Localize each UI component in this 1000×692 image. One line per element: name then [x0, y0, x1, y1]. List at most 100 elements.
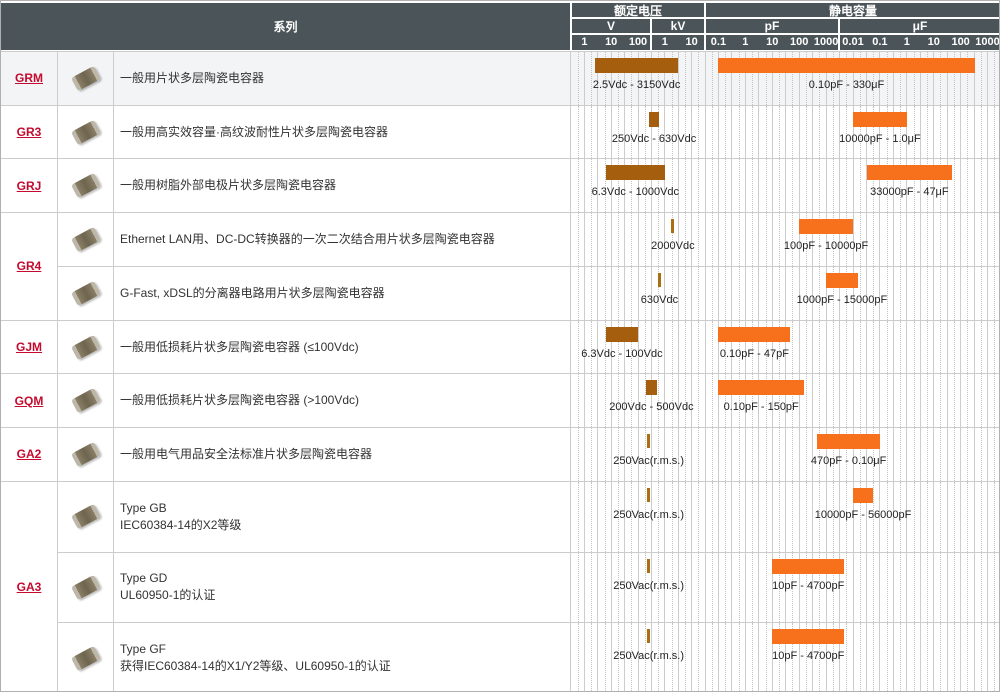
series-link-ga2[interactable]: GA2: [16, 447, 42, 462]
gridline: [711, 213, 713, 266]
gridline: [819, 623, 821, 691]
gridline: [597, 428, 599, 481]
axis-tick-label: 100: [951, 36, 970, 48]
gridline: [583, 374, 585, 428]
gridline: [987, 428, 989, 481]
gridline: [617, 159, 619, 213]
gridline: [812, 105, 814, 159]
gridline: [846, 481, 848, 552]
gridline: [677, 374, 679, 428]
gridline: [711, 481, 713, 552]
gridline: [731, 374, 733, 428]
axis-tick-label: 10: [927, 36, 940, 48]
gridline: [832, 105, 834, 159]
gridline: [886, 105, 888, 159]
gridline: [604, 159, 606, 213]
gridline: [677, 213, 679, 266]
series-cell-grj: GRJ: [1, 159, 58, 213]
series-link-grm[interactable]: GRM: [15, 71, 43, 86]
gridline: [684, 481, 686, 552]
gridline: [879, 320, 881, 374]
gridline: [610, 428, 612, 481]
gridline: [604, 623, 606, 691]
gridline: [886, 481, 888, 552]
gridline: [792, 623, 794, 691]
gridline: [967, 105, 969, 159]
series-link-gr3[interactable]: GR3: [16, 125, 42, 140]
gridline: [798, 374, 800, 428]
gridline: [704, 552, 706, 623]
gridline: [698, 481, 700, 552]
gridline: [738, 320, 740, 374]
gridline: [577, 320, 579, 374]
image-cell: [58, 266, 114, 320]
gridline: [731, 52, 733, 105]
series-link-gjm[interactable]: GJM: [15, 340, 42, 355]
gridline: [658, 266, 660, 320]
gridline: [859, 320, 861, 374]
gridline: [865, 320, 867, 374]
gridline: [744, 52, 746, 105]
gridline: [805, 159, 807, 213]
capacitance-range-label: 10pF - 4700pF: [772, 650, 845, 663]
gridline: [731, 552, 733, 623]
gridline: [591, 52, 593, 105]
series-link-gqm[interactable]: GQM: [14, 393, 44, 408]
voltage-range-bar: [647, 629, 651, 644]
series-link-gr4[interactable]: GR4: [16, 259, 42, 274]
gridline: [610, 552, 612, 623]
gridline: [779, 623, 780, 691]
gridline: [677, 266, 679, 320]
gridline: [597, 320, 599, 374]
gridline: [610, 105, 612, 159]
gridline: [886, 374, 888, 428]
gridline: [946, 552, 948, 623]
gridline: [725, 159, 727, 213]
gridline: [758, 481, 760, 552]
gridline: [973, 320, 975, 374]
gridline: [859, 105, 861, 159]
gridline: [717, 213, 719, 266]
range-chart-cell: 6.3Vdc - 100Vdc 0.10pF - 47pF: [571, 320, 999, 374]
gridline: [779, 320, 780, 374]
gridline: [913, 552, 915, 623]
capacitance-range-bar: [853, 487, 874, 503]
gridline: [650, 374, 652, 428]
gridline: [819, 374, 821, 428]
gridline: [664, 623, 666, 691]
unit-header-picofarads: pF: [706, 19, 838, 33]
gridline: [900, 374, 902, 428]
gridline: [967, 52, 969, 105]
gridline: [933, 481, 935, 552]
gridline: [717, 266, 719, 320]
gridline: [852, 52, 854, 105]
gridline: [792, 428, 794, 481]
gridline: [744, 481, 746, 552]
table-row: G-Fast, xDSL的分离器电路用片状多层陶瓷电容器 630Vdc 1000pF…: [58, 265, 999, 320]
gridline: [873, 481, 875, 552]
series-group-row-ga2: GA2 一般用电气用品安全法标准片状多层陶瓷电容器 250Vac(r.m.s.) 47…: [1, 427, 999, 481]
series-link-grj[interactable]: GRJ: [16, 178, 42, 193]
gridline: [765, 159, 767, 213]
voltage-range-bar: [657, 272, 661, 287]
gridline: [900, 159, 902, 213]
group-rows-grm: 一般用片状多层陶瓷电容器 2.5Vdc - 3150Vdc 0.10pF - 330…: [58, 52, 999, 105]
gridline: [927, 481, 928, 552]
gridline: [819, 428, 821, 481]
gridline: [852, 623, 854, 691]
voltage-range-bar: [605, 326, 638, 342]
gridline: [704, 105, 706, 159]
gridline: [812, 320, 814, 374]
gridline: [892, 623, 894, 691]
series-link-ga3[interactable]: GA3: [16, 580, 42, 595]
gridline: [960, 213, 962, 266]
gridline: [919, 266, 921, 320]
gridline: [577, 52, 579, 105]
gridline: [650, 52, 652, 105]
image-cell: [58, 481, 114, 552]
gridline: [664, 213, 666, 266]
gridline: [771, 213, 773, 266]
gridline: [839, 428, 841, 481]
gridline: [597, 374, 599, 428]
gridline: [637, 552, 639, 623]
